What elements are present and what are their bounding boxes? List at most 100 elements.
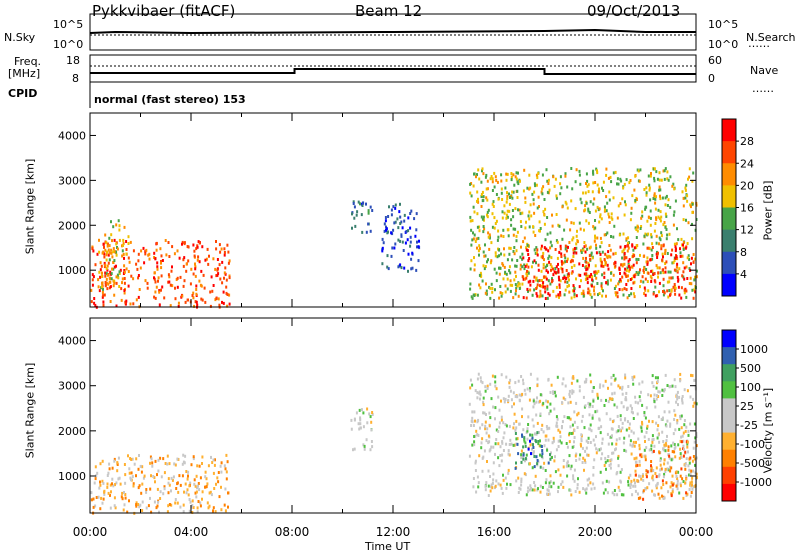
power-cell xyxy=(502,228,505,232)
velocity-cell xyxy=(168,462,171,466)
power-cell xyxy=(590,295,593,299)
power-cell xyxy=(634,174,637,178)
power-cell xyxy=(522,240,525,244)
power-cell xyxy=(527,253,530,256)
power-cell xyxy=(542,263,545,266)
power-cell xyxy=(639,268,641,272)
power-cell xyxy=(677,285,680,289)
velocity-cell xyxy=(606,491,609,495)
velocity-cell xyxy=(531,418,534,422)
power-cell xyxy=(559,192,562,196)
velocity-cell xyxy=(474,469,477,472)
power-cell xyxy=(606,282,609,286)
velocity-cell xyxy=(645,446,648,450)
velocity-cell xyxy=(640,477,643,481)
power-cell xyxy=(682,218,685,222)
power-cell xyxy=(413,217,416,221)
power-cell xyxy=(686,194,689,198)
velocity-cell xyxy=(101,479,104,483)
power-cell xyxy=(515,234,518,238)
velocity-cell xyxy=(155,506,158,510)
velocity-cell xyxy=(485,481,488,485)
power-cell xyxy=(517,294,520,298)
velocity-cell xyxy=(523,436,526,440)
velocity-cell xyxy=(644,455,647,459)
power-cell xyxy=(123,281,126,285)
velocity-cell xyxy=(573,420,576,424)
power-cell xyxy=(635,236,638,239)
power-cell xyxy=(664,167,667,171)
velocity-cell xyxy=(179,483,182,487)
velocity-cell xyxy=(531,466,534,470)
power-cell xyxy=(685,183,688,187)
power-cell xyxy=(571,289,574,293)
velocity-cell xyxy=(492,461,495,465)
power-cell xyxy=(649,274,652,278)
power-cell xyxy=(653,194,656,198)
power-cell xyxy=(582,291,585,295)
velocity-cell xyxy=(658,496,661,500)
power-cell xyxy=(552,267,554,271)
power-cell xyxy=(469,282,472,286)
velocity-cell xyxy=(683,388,686,392)
power-cell xyxy=(629,278,632,281)
velocity-cell xyxy=(479,376,482,380)
power-cell xyxy=(108,244,111,248)
velocity-cell xyxy=(489,489,492,493)
power-cell xyxy=(481,217,484,221)
power-cell xyxy=(387,267,390,271)
power-cell xyxy=(642,280,645,284)
power-cell xyxy=(103,261,106,265)
power-cell xyxy=(656,256,659,259)
power-cell xyxy=(161,285,164,289)
velocity-cell xyxy=(492,478,495,482)
velocity-cell xyxy=(639,390,642,394)
power-cell xyxy=(657,208,660,212)
power-cell xyxy=(104,284,107,288)
power-cell xyxy=(662,293,665,297)
velocity-cell xyxy=(591,416,594,420)
power-cell xyxy=(559,247,562,251)
power-cell xyxy=(200,297,203,301)
power-cell xyxy=(528,173,531,177)
power-cell xyxy=(534,234,537,237)
velocity-cell xyxy=(561,401,563,405)
velocity-cell xyxy=(201,497,203,501)
power-cell xyxy=(674,256,677,260)
velocity-cell xyxy=(371,445,374,449)
velocity-cell xyxy=(639,399,642,403)
power-cell xyxy=(689,203,692,207)
power-cell xyxy=(624,267,627,271)
power-cell xyxy=(90,288,93,292)
velocity-cell xyxy=(657,492,660,496)
power-cell xyxy=(598,250,601,254)
velocity-cell xyxy=(678,456,681,460)
power-region-3 xyxy=(381,202,421,273)
velocity-cell xyxy=(634,473,637,477)
power-cell xyxy=(496,180,499,184)
power-cell xyxy=(653,179,656,183)
power-cell xyxy=(570,167,573,170)
velocity-cell xyxy=(585,439,588,443)
power-cell xyxy=(495,178,498,182)
velocity-cell xyxy=(220,461,223,465)
power-cell xyxy=(640,225,643,228)
velocity-cell xyxy=(694,436,697,440)
velocity-cell xyxy=(370,428,373,432)
power-cell xyxy=(694,257,697,261)
power-cell xyxy=(666,204,669,207)
power-cell xyxy=(535,261,537,265)
power-cell xyxy=(102,303,105,307)
velocity-cell xyxy=(672,432,675,436)
power-cell xyxy=(623,287,626,291)
power-cell xyxy=(515,274,517,278)
power-cell xyxy=(99,275,102,279)
power-cell xyxy=(171,284,174,288)
velocity-cell xyxy=(675,484,678,488)
power-cell xyxy=(594,236,597,240)
power-cell xyxy=(573,295,576,299)
power-cell xyxy=(533,211,536,215)
power-colorbar-segment xyxy=(722,207,736,231)
power-cell xyxy=(509,289,512,293)
power-cell xyxy=(630,287,633,290)
